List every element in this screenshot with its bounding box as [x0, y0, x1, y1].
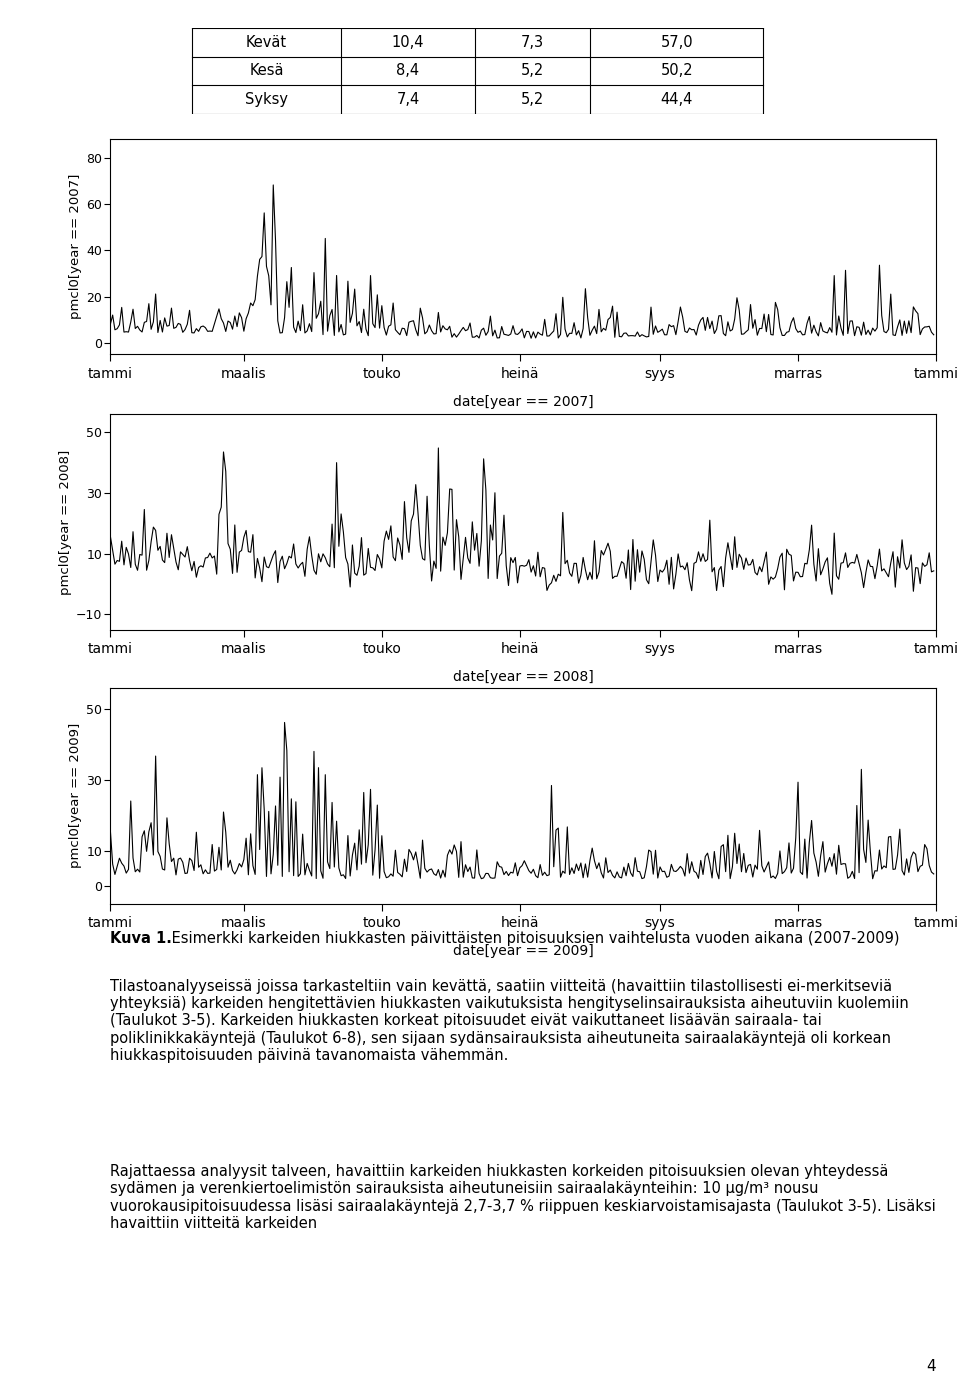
Text: 7,3: 7,3 — [521, 35, 544, 50]
Text: Kesä: Kesä — [250, 64, 283, 78]
Text: Kevät: Kevät — [246, 35, 287, 50]
Text: 5,2: 5,2 — [521, 64, 544, 78]
Y-axis label: pmcl0[year == 2008]: pmcl0[year == 2008] — [59, 449, 72, 595]
Text: 5,2: 5,2 — [521, 92, 544, 107]
Text: 4: 4 — [926, 1359, 936, 1373]
Text: Esimerkki karkeiden hiukkasten päivittäisten pitoisuuksien vaihtelusta vuoden ai: Esimerkki karkeiden hiukkasten päivittäi… — [166, 931, 900, 947]
Text: 57,0: 57,0 — [660, 35, 693, 50]
Text: Syksy: Syksy — [245, 92, 288, 107]
Text: 8,4: 8,4 — [396, 64, 420, 78]
Text: 50,2: 50,2 — [660, 64, 693, 78]
Text: Tilastoanalyyseissä joissa tarkasteltiin vain kevättä, saatiin viitteitä (havait: Tilastoanalyyseissä joissa tarkasteltiin… — [110, 979, 909, 1063]
Text: 7,4: 7,4 — [396, 92, 420, 107]
Text: 10,4: 10,4 — [392, 35, 424, 50]
X-axis label: date[year == 2007]: date[year == 2007] — [453, 395, 593, 409]
X-axis label: date[year == 2009]: date[year == 2009] — [453, 944, 593, 958]
Text: Kuva 1.: Kuva 1. — [110, 931, 172, 947]
Text: Rajattaessa analyysit talveen, havaittiin karkeiden hiukkasten korkeiden pitoisu: Rajattaessa analyysit talveen, havaittii… — [110, 1163, 936, 1232]
X-axis label: date[year == 2008]: date[year == 2008] — [453, 670, 593, 684]
Y-axis label: pmcl0[year == 2009]: pmcl0[year == 2009] — [69, 723, 82, 869]
Y-axis label: pmcl0[year == 2007]: pmcl0[year == 2007] — [69, 174, 82, 320]
Text: 44,4: 44,4 — [660, 92, 693, 107]
